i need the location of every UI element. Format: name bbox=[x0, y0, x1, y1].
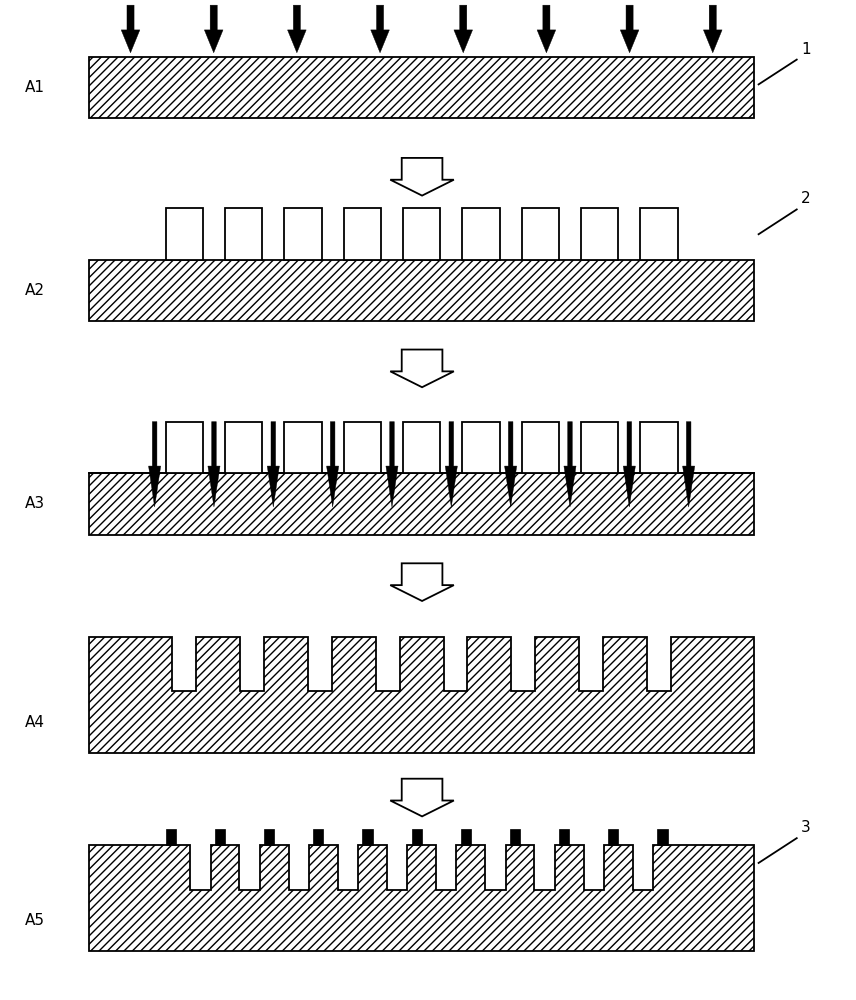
Polygon shape bbox=[390, 350, 454, 387]
Bar bbox=[362, 829, 372, 845]
Bar bbox=[461, 829, 471, 845]
Bar bbox=[166, 829, 175, 845]
Bar bbox=[609, 829, 618, 845]
Bar bbox=[225, 422, 262, 473]
Bar bbox=[462, 208, 500, 260]
Text: 1: 1 bbox=[801, 42, 811, 57]
Bar bbox=[581, 422, 618, 473]
Bar bbox=[462, 422, 500, 473]
Bar bbox=[640, 208, 678, 260]
Text: 2: 2 bbox=[801, 191, 811, 206]
Polygon shape bbox=[122, 5, 140, 53]
Polygon shape bbox=[621, 5, 639, 53]
Bar bbox=[510, 829, 520, 845]
Polygon shape bbox=[504, 422, 517, 507]
Polygon shape bbox=[454, 5, 473, 53]
Polygon shape bbox=[386, 422, 398, 507]
Polygon shape bbox=[288, 5, 306, 53]
Polygon shape bbox=[390, 779, 454, 816]
Bar bbox=[521, 208, 559, 260]
Bar bbox=[284, 422, 322, 473]
Text: A4: A4 bbox=[26, 715, 45, 730]
Bar bbox=[313, 829, 324, 845]
Polygon shape bbox=[149, 422, 161, 507]
Text: A2: A2 bbox=[26, 283, 45, 298]
Bar bbox=[403, 208, 440, 260]
Polygon shape bbox=[205, 5, 223, 53]
Polygon shape bbox=[327, 422, 339, 507]
Bar bbox=[657, 829, 668, 845]
Text: 3: 3 bbox=[801, 820, 811, 835]
Text: A3: A3 bbox=[26, 496, 45, 511]
Bar bbox=[166, 208, 203, 260]
Bar bbox=[166, 422, 203, 473]
Bar bbox=[403, 422, 440, 473]
Bar bbox=[89, 473, 754, 535]
Bar bbox=[264, 829, 274, 845]
Bar bbox=[89, 260, 754, 321]
Polygon shape bbox=[623, 422, 635, 507]
Bar bbox=[343, 208, 381, 260]
Bar bbox=[640, 422, 678, 473]
Polygon shape bbox=[537, 5, 556, 53]
Text: A1: A1 bbox=[26, 80, 45, 95]
Bar bbox=[412, 829, 422, 845]
Polygon shape bbox=[208, 422, 220, 507]
Bar bbox=[343, 422, 381, 473]
Polygon shape bbox=[267, 422, 279, 507]
Polygon shape bbox=[682, 422, 695, 507]
Text: A5: A5 bbox=[26, 913, 45, 928]
Polygon shape bbox=[704, 5, 722, 53]
Polygon shape bbox=[564, 422, 576, 507]
Polygon shape bbox=[390, 563, 454, 601]
Bar bbox=[581, 208, 618, 260]
Polygon shape bbox=[89, 845, 754, 951]
Bar bbox=[225, 208, 262, 260]
Polygon shape bbox=[390, 158, 454, 196]
Bar bbox=[559, 829, 569, 845]
Polygon shape bbox=[371, 5, 389, 53]
Bar bbox=[521, 422, 559, 473]
Bar bbox=[284, 208, 322, 260]
Polygon shape bbox=[89, 637, 754, 753]
Polygon shape bbox=[445, 422, 457, 507]
Bar bbox=[215, 829, 225, 845]
Bar bbox=[89, 57, 754, 118]
